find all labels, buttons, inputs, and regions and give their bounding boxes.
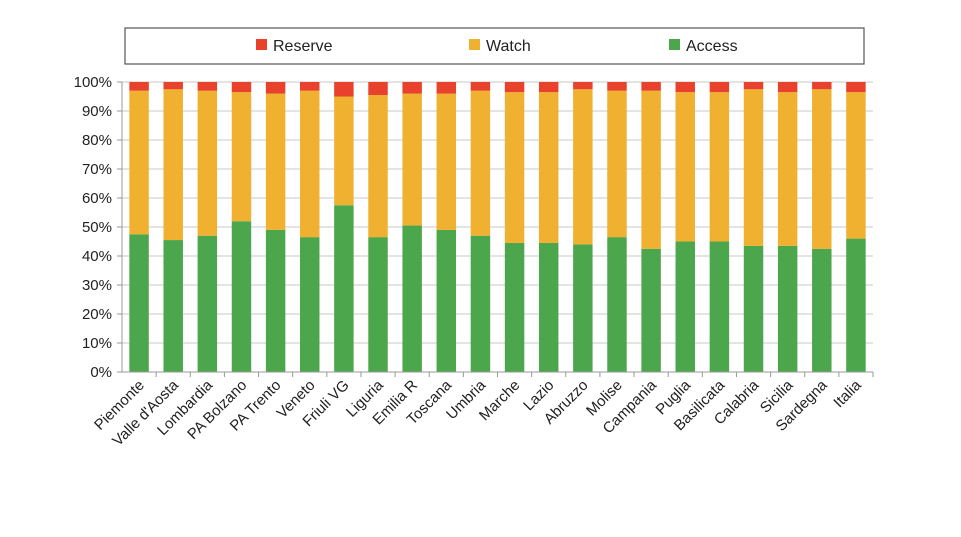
bar-segment-watch [334, 96, 354, 206]
y-tick-label: 60% [82, 190, 112, 207]
y-tick-label: 40% [82, 248, 112, 265]
bar-segment-reserve [812, 82, 832, 90]
bar-segment-reserve [709, 82, 730, 93]
bar-segment-watch [265, 93, 286, 230]
bar-segment-watch [163, 89, 183, 241]
bar-segment-access [368, 237, 388, 372]
bar-segment-access [812, 248, 832, 372]
y-tick-labels: 0% 10% 20% 30% 40% 50% 60% 70% 80% 90% 100% [74, 74, 112, 381]
bar-segment-access [675, 241, 695, 372]
bar-segment-watch [641, 90, 661, 249]
bar-segment-reserve [300, 82, 320, 91]
y-tick-label: 0% [90, 364, 112, 381]
bar-segment-reserve [197, 82, 218, 91]
bar-segment-watch [573, 89, 593, 245]
bar-segment-access [197, 235, 218, 372]
bar-segment-reserve [607, 82, 627, 91]
bar-segment-watch [709, 92, 730, 242]
bar-segment-watch [368, 95, 388, 238]
bar-segment-watch [675, 92, 695, 242]
y-tick-label: 100% [74, 74, 112, 91]
bar-segment-reserve [265, 82, 286, 94]
bar-segment-access [402, 225, 422, 372]
bar-segment-access [573, 244, 593, 372]
bar-segment-reserve [163, 82, 183, 90]
bar-segment-reserve [368, 82, 388, 96]
legend: Reserve Watch Access [124, 27, 865, 65]
bar-segment-access [265, 229, 286, 372]
bar-segment-watch [197, 90, 218, 236]
bar-segment-reserve [436, 82, 457, 94]
bar-segment-reserve [777, 82, 798, 93]
bar-segment-access [129, 234, 149, 372]
y-tick-label: 20% [82, 306, 112, 323]
bar-segment-watch [846, 92, 866, 239]
bar-segment-access [470, 235, 491, 372]
bar-segment-access [231, 221, 252, 372]
legend-label-access: Access [686, 38, 738, 55]
legend-label-watch: Watch [486, 38, 531, 55]
bar-segment-reserve [846, 82, 866, 93]
bars [129, 82, 866, 372]
bar-segment-reserve [538, 82, 559, 93]
legend-swatch-access [669, 39, 680, 50]
bar-segment-watch [538, 92, 559, 243]
legend-box [124, 27, 865, 65]
bar-segment-reserve [573, 82, 593, 90]
bar-segment-watch [231, 92, 252, 222]
bar-segment-watch [777, 92, 798, 246]
bar-segment-watch [129, 90, 149, 235]
bar-segment-access [334, 205, 354, 372]
bar-segment-watch [607, 90, 627, 238]
bar-segment-watch [300, 90, 320, 238]
bar-segment-reserve [231, 82, 252, 93]
legend-swatch-watch [469, 39, 480, 50]
bar-segment-reserve [470, 82, 491, 91]
bar-segment-reserve [641, 82, 661, 91]
y-tick-label: 10% [82, 335, 112, 352]
bar-segment-access [743, 245, 764, 372]
y-tick-label: 30% [82, 277, 112, 294]
legend-swatch-reserve [256, 39, 267, 50]
category-label: Italia [830, 376, 865, 411]
bar-segment-access [538, 242, 559, 372]
bar-segment-watch [402, 93, 422, 226]
axes [121, 82, 874, 377]
y-tick-label: 90% [82, 103, 112, 120]
bar-segment-access [504, 242, 525, 372]
y-tick-label: 70% [82, 161, 112, 178]
bar-segment-reserve [504, 82, 525, 93]
bar-segment-access [846, 238, 866, 372]
bar-segment-reserve [402, 82, 422, 94]
bar-segment-watch [812, 89, 832, 249]
bar-segment-reserve [129, 82, 149, 91]
legend-label-reserve: Reserve [273, 38, 333, 55]
bar-segment-reserve [334, 82, 354, 97]
bar-segment-access [300, 237, 320, 372]
bar-segment-watch [504, 92, 525, 243]
bar-segment-access [607, 237, 627, 372]
bar-segment-watch [743, 89, 764, 246]
bar-segment-watch [470, 90, 491, 236]
bar-segment-access [436, 229, 457, 372]
bar-segment-access [641, 248, 661, 372]
bar-segment-reserve [675, 82, 695, 93]
bar-segment-access [777, 245, 798, 372]
bar-segment-access [163, 240, 183, 372]
y-tick-label: 50% [82, 219, 112, 236]
bar-segment-access [709, 241, 730, 372]
bar-segment-reserve [743, 82, 764, 90]
bar-segment-watch [436, 93, 457, 230]
y-tick-label: 80% [82, 132, 112, 149]
